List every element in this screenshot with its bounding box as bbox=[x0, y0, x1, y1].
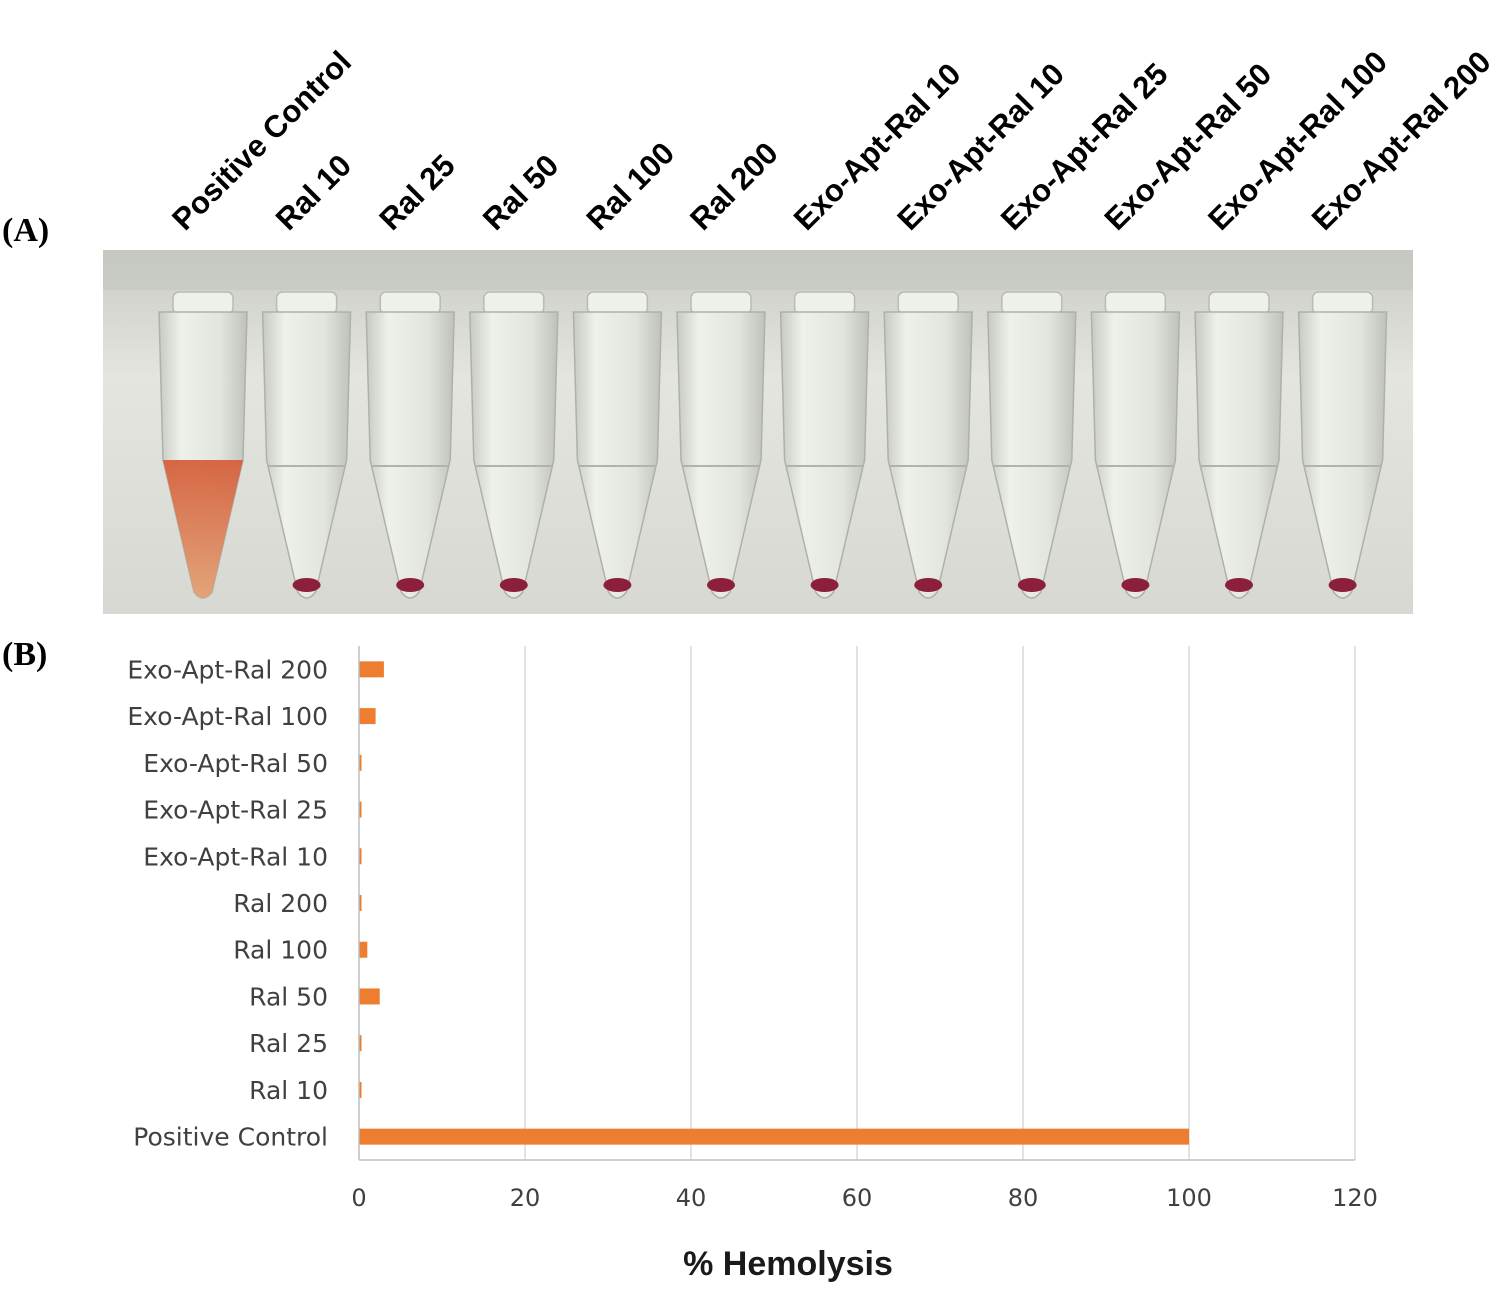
bars bbox=[359, 661, 1189, 1145]
panel-a-label: (A) bbox=[2, 212, 50, 249]
bar-4 bbox=[359, 941, 368, 958]
tube-11 bbox=[1297, 291, 1388, 599]
tube-body bbox=[261, 311, 352, 599]
category-label-8: Exo-Apt-Ral 50 bbox=[143, 749, 328, 778]
tube-9 bbox=[1090, 291, 1181, 599]
tube-body bbox=[1090, 311, 1181, 599]
category-labels: Positive Control Ral 10 Ral 25 Ral 50 Ral 10… bbox=[127, 655, 328, 1151]
rbc-pellet bbox=[292, 578, 321, 592]
x-tick-label-100: 100 bbox=[1166, 1184, 1212, 1212]
tube-4 bbox=[572, 291, 663, 599]
x-tick-label-80: 80 bbox=[1008, 1184, 1039, 1212]
tube-0 bbox=[158, 291, 248, 599]
rbc-pellet bbox=[707, 578, 735, 592]
bar-10 bbox=[359, 661, 384, 678]
category-label-10: Exo-Apt-Ral 200 bbox=[127, 655, 328, 684]
category-label-9: Exo-Apt-Ral 100 bbox=[127, 702, 328, 731]
x-tick-label-120: 120 bbox=[1332, 1184, 1378, 1212]
category-label-0: Positive Control bbox=[133, 1123, 328, 1152]
tube-body bbox=[883, 311, 973, 599]
x-tick-label-60: 60 bbox=[842, 1184, 873, 1212]
category-label-4: Ral 100 bbox=[233, 936, 328, 965]
tube-8 bbox=[987, 291, 1077, 599]
tube-3 bbox=[469, 291, 559, 599]
tube-2 bbox=[365, 291, 455, 599]
bar-5 bbox=[359, 895, 362, 911]
tube-body bbox=[1194, 311, 1284, 599]
rbc-pellet bbox=[1121, 578, 1150, 592]
x-tick-label-40: 40 bbox=[676, 1184, 707, 1212]
rbc-pellet bbox=[1225, 578, 1253, 592]
tube-body bbox=[779, 311, 870, 599]
axes bbox=[358, 646, 1355, 1161]
category-label-5: Ral 200 bbox=[233, 889, 328, 918]
tube-body bbox=[572, 311, 663, 599]
bar-1 bbox=[359, 1081, 362, 1098]
tube-body bbox=[469, 311, 559, 599]
category-label-1: Ral 10 bbox=[249, 1076, 328, 1105]
x-tick-label-0: 0 bbox=[351, 1184, 366, 1212]
rbc-pellet bbox=[1328, 578, 1357, 592]
x-axis-title: % Hemolysis bbox=[683, 1245, 893, 1283]
bar-6 bbox=[359, 848, 362, 865]
tube-body bbox=[987, 311, 1077, 599]
tube-7 bbox=[883, 291, 973, 599]
gridlines bbox=[524, 646, 1356, 1160]
bar-8 bbox=[359, 754, 362, 771]
rbc-pellet bbox=[499, 578, 528, 592]
tube-body bbox=[365, 311, 455, 599]
category-label-6: Exo-Apt-Ral 10 bbox=[143, 842, 328, 871]
category-label-3: Ral 50 bbox=[249, 982, 328, 1011]
tube-body bbox=[676, 311, 766, 599]
x-tick-labels: 0 20 40 60 80 100 120 bbox=[351, 1184, 1378, 1212]
x-tick-label-20: 20 bbox=[510, 1184, 541, 1212]
category-label-2: Ral 25 bbox=[249, 1029, 328, 1058]
tube-10 bbox=[1194, 291, 1284, 599]
bar-7 bbox=[359, 801, 362, 818]
panel-b-label: (B) bbox=[2, 636, 48, 673]
rbc-pellet bbox=[603, 578, 632, 592]
tube-6 bbox=[779, 291, 870, 599]
rbc-pellet bbox=[396, 578, 425, 592]
rbc-pellet bbox=[914, 578, 943, 592]
rack-strip bbox=[103, 250, 1413, 290]
hemolyzed-liquid bbox=[163, 460, 243, 598]
bar-9 bbox=[359, 708, 376, 725]
bar-2 bbox=[359, 1035, 362, 1052]
rbc-pellet bbox=[810, 578, 839, 592]
bar-0 bbox=[359, 1128, 1189, 1145]
tube-5 bbox=[676, 291, 766, 599]
rbc-pellet bbox=[1017, 578, 1046, 592]
bar-3 bbox=[359, 988, 380, 1005]
category-label-7: Exo-Apt-Ral 25 bbox=[143, 796, 328, 825]
tube-body bbox=[1297, 311, 1388, 599]
tube-1 bbox=[261, 291, 352, 599]
